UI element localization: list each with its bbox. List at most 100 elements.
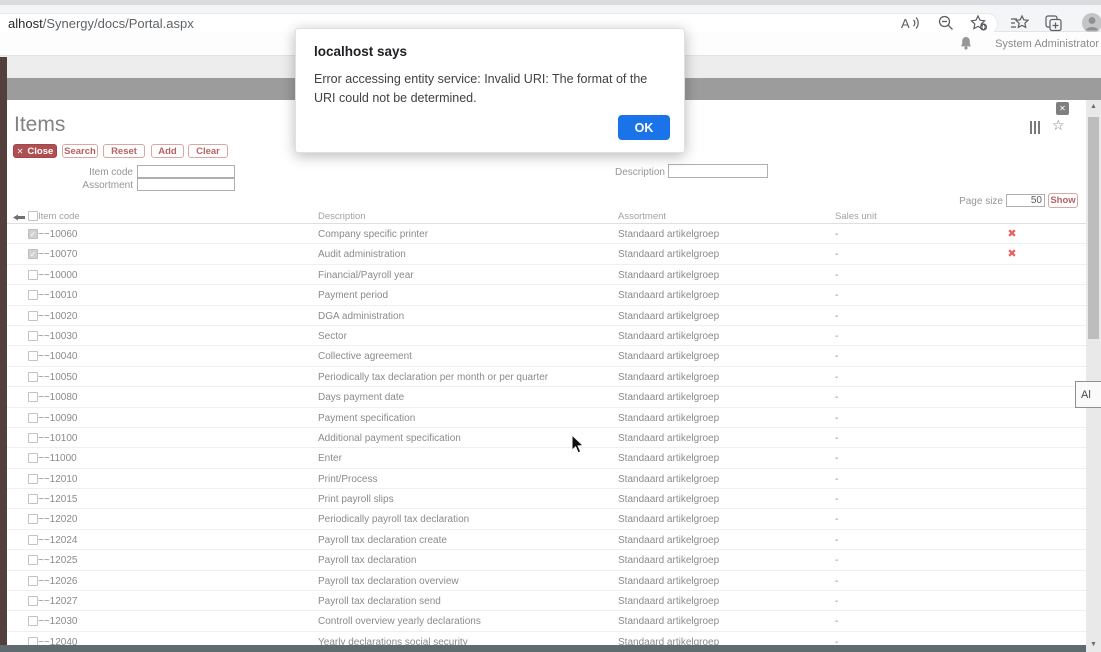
columns-icon[interactable] [1030,121,1042,134]
show-button[interactable]: Show [1048,193,1078,208]
table-row[interactable]: ~~10080 Days payment date Standaard arti… [7,387,1086,408]
dialog-ok-button[interactable]: OK [618,115,670,140]
table-row[interactable]: ~~12020 Periodically payroll tax declara… [7,509,1086,530]
table-row[interactable]: ~~10030 Sector Standaard artikelgroep - [7,326,1086,347]
item-code-cell[interactable]: ~~12020 [38,514,78,526]
item-code-cell[interactable]: ~~12015 [38,494,78,506]
table-row[interactable]: ~~12024 Payroll tax declaration create S… [7,530,1086,551]
clear-button[interactable]: Clear [188,144,228,158]
item-code-cell[interactable]: ~~10020 [38,310,78,322]
item-code-cell[interactable]: ~~12026 [38,575,78,587]
assortment-cell: Standaard artikelgroep [618,432,720,444]
item-code-cell[interactable]: ~~10010 [38,290,78,302]
panel-star-icon[interactable]: ☆ [1052,117,1065,133]
item-code-cell[interactable]: ~~10090 [38,412,78,424]
table-row[interactable]: ~~10040 Collective agreement Standaard a… [7,346,1086,367]
table-row[interactable]: ~~12030 Controll overview yearly declara… [7,611,1086,632]
row-checkbox[interactable] [28,514,38,525]
reset-button[interactable]: Reset [103,144,145,158]
column-header-item-code[interactable]: Item code [38,211,80,222]
row-checkbox[interactable] [28,453,38,464]
row-checkbox[interactable] [28,371,38,382]
table-row[interactable]: ~~12025 Payroll tax declaration Standaar… [7,550,1086,571]
column-header-description[interactable]: Description [318,211,366,222]
table-row[interactable]: ~~12040 Yearly declarations social secur… [7,632,1086,645]
item-code-cell[interactable]: ~~10080 [38,392,78,404]
item-code-cell[interactable]: ~~12025 [38,555,78,567]
row-checkbox[interactable]: ✓ [28,249,38,260]
page-size-field[interactable] [1006,194,1045,207]
item-code-cell[interactable]: ~~12010 [38,473,78,485]
column-header-sales-unit[interactable]: Sales unit [835,211,877,222]
row-checkbox[interactable] [28,269,38,280]
row-checkbox[interactable] [28,392,38,403]
table-row[interactable]: ~~12010 Print/Process Standaard artikelg… [7,469,1086,490]
column-header-assortment[interactable]: Assortment [618,211,667,222]
select-all-checkbox[interactable] [28,211,38,221]
table-row[interactable]: ~~10000 Financial/Payroll year Standaard… [7,265,1086,286]
scrollbar-thumb[interactable] [1088,117,1099,339]
table-row[interactable]: ✓ ~~10060 Company specific printer Stand… [7,224,1086,245]
row-checkbox[interactable] [28,330,38,341]
row-checkbox[interactable]: ✓ [28,229,38,239]
row-checkbox[interactable] [28,290,38,301]
description-field[interactable] [668,164,768,178]
add-button[interactable]: Add [151,144,184,158]
item-code-cell[interactable]: ~~10070 [38,249,78,261]
assortment-field[interactable] [137,178,235,191]
close-button[interactable]: ✕ Close [13,144,57,158]
scroll-down-icon[interactable]: ▼ [1090,641,1097,648]
item-code-cell[interactable]: ~~11000 [38,453,77,465]
table-row[interactable]: ~~10100 Additional payment specification… [7,428,1086,449]
item-code-cell[interactable]: ~~12030 [38,616,78,628]
item-code-cell[interactable]: ~~10100 [38,432,78,444]
row-checkbox[interactable] [28,351,38,362]
pin-icon[interactable] [13,213,26,222]
row-checkbox[interactable] [28,494,38,505]
row-checkbox[interactable] [28,432,38,443]
logged-in-user[interactable]: System Administrator [995,38,1099,50]
panel-close-icon[interactable]: ✕ [1056,102,1069,115]
zoom-out-icon[interactable] [936,14,956,32]
table-row[interactable]: ~~10090 Payment specification Standaard … [7,408,1086,428]
table-row[interactable]: ~~11000 Enter Standaard artikelgroep - [7,448,1086,469]
add-favorite-icon[interactable] [969,14,989,32]
table-row[interactable]: ~~10050 Periodically tax declaration per… [7,367,1086,388]
sales-unit-cell: - [835,453,839,465]
row-checkbox[interactable] [28,534,38,545]
item-code-cell[interactable]: ~~10060 [38,229,78,240]
table-row[interactable]: ✓ ~~10070 Audit administration Standaard… [7,244,1086,265]
item-code-cell[interactable]: ~~12024 [38,534,78,546]
collections-icon[interactable] [1044,14,1064,32]
item-code-cell[interactable]: ~~10030 [38,330,78,342]
notifications-bell-icon[interactable] [959,36,973,51]
row-checkbox[interactable] [28,310,38,321]
row-checkbox[interactable] [28,636,38,645]
favorites-bar-icon[interactable] [1010,14,1030,32]
read-aloud-icon[interactable]: A [900,14,920,32]
row-checkbox[interactable] [28,473,38,484]
table-row[interactable]: ~~12026 Payroll tax declaration overview… [7,571,1086,592]
scroll-up-icon[interactable]: ▲ [1090,103,1097,110]
item-code-cell[interactable]: ~~10040 [38,351,78,363]
delete-row-icon[interactable]: ✖ [1007,248,1017,261]
profile-avatar[interactable] [1081,12,1101,34]
item-code-cell[interactable]: ~~12040 [38,636,78,645]
row-checkbox[interactable] [28,555,38,566]
table-row[interactable]: ~~10010 Payment period Standaard artikel… [7,285,1086,306]
table-row[interactable]: ~~12015 Print payroll slips Standaard ar… [7,489,1086,510]
row-checkbox[interactable] [28,616,38,627]
row-checkbox[interactable] [28,575,38,586]
page-scrollbar[interactable]: ▲ ▼ [1086,100,1101,652]
table-row[interactable]: ~~12027 Payroll tax declaration send Sta… [7,591,1086,612]
delete-row-icon[interactable]: ✖ [1007,228,1017,240]
url-text[interactable]: alhost/Synergy/docs/Portal.aspx [8,16,194,31]
item-code-cell[interactable]: ~~10000 [38,269,78,281]
table-row[interactable]: ~~10020 DGA administration Standaard art… [7,306,1086,326]
item-code-cell[interactable]: ~~10050 [38,371,78,383]
item-code-field[interactable] [137,165,235,178]
row-checkbox[interactable] [28,412,38,423]
row-checkbox[interactable] [28,596,38,607]
item-code-cell[interactable]: ~~12027 [38,596,78,608]
search-button[interactable]: Search [62,144,98,158]
